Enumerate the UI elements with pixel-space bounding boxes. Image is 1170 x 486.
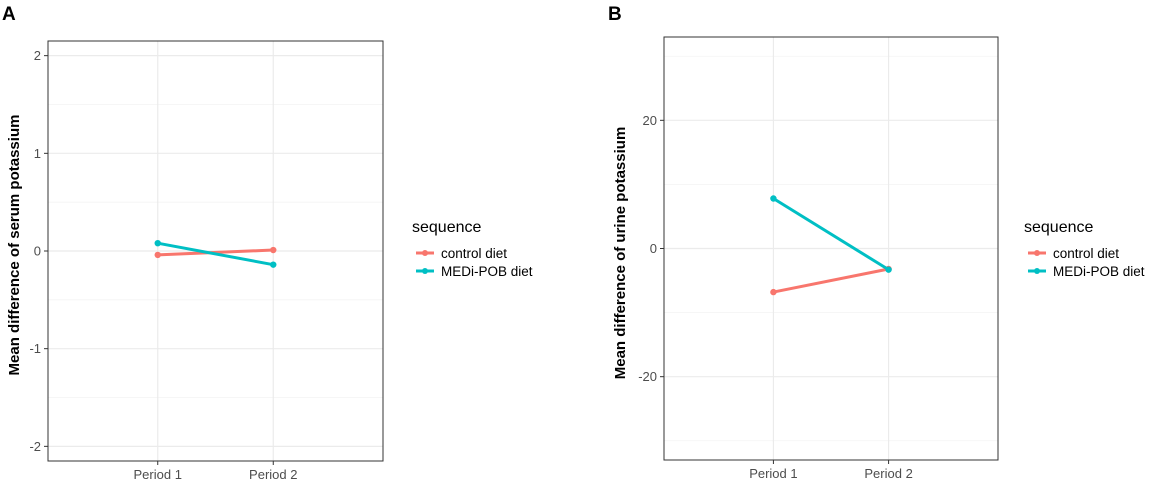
x-tick-label: Period 2 xyxy=(864,466,912,481)
legend-entry-medi-b: MEDi-POB diet xyxy=(1028,264,1145,279)
y-tick-label: 1 xyxy=(34,146,41,161)
legend-label-control-a: control diet xyxy=(441,246,507,261)
legend-a: sequence control diet MEDi-POB diet xyxy=(412,219,533,279)
series-line-medi-b xyxy=(772,197,890,271)
x-tick-label: Period 1 xyxy=(134,467,182,482)
data-point-medi-a xyxy=(270,261,277,268)
y-axis-label-a: Mean difference of serum potassium xyxy=(6,115,23,376)
legend-dot-control-b xyxy=(1034,250,1040,256)
legend-entry-medi-a: MEDi-POB diet xyxy=(416,264,533,279)
legend-title-a: sequence xyxy=(412,219,481,236)
panel-label-a: A xyxy=(2,4,16,25)
data-point-medi-b xyxy=(770,195,777,202)
legend-title-b: sequence xyxy=(1024,219,1093,236)
y-tick-label: 0 xyxy=(34,244,41,259)
data-point-medi-b xyxy=(885,266,892,273)
legend-label-control-b: control diet xyxy=(1053,246,1119,261)
y-axis-label-b: Mean difference of urine potassium xyxy=(612,127,629,380)
data-point-medi-a xyxy=(154,239,161,247)
legend-entry-control-a: control diet xyxy=(416,246,507,261)
panel-label-b: B xyxy=(608,4,622,25)
x-tick-label: Period 1 xyxy=(749,466,797,481)
data-point-control-b xyxy=(770,288,777,296)
legend-label-medi-b: MEDi-POB diet xyxy=(1053,264,1145,279)
legend-dot-medi-a xyxy=(422,268,428,274)
legend-label-medi-a: MEDi-POB diet xyxy=(441,264,533,279)
y-tick-label: 2 xyxy=(34,48,41,63)
panel-b: B Mean difference of urine potassium -20… xyxy=(608,4,999,481)
series-line-medi-a xyxy=(157,241,274,267)
y-tick-label: -20 xyxy=(638,369,657,384)
legend-dot-medi-b xyxy=(1034,268,1040,274)
legend-b: sequence control diet MEDi-POB diet xyxy=(1024,219,1145,279)
x-tick-label: Period 2 xyxy=(249,467,297,482)
legend-dot-control-a xyxy=(422,250,428,256)
y-tick-label: -1 xyxy=(29,341,41,356)
legend-entry-control-b: control diet xyxy=(1028,246,1119,261)
y-tick-label: 0 xyxy=(650,241,657,256)
y-tick-label: 20 xyxy=(643,113,657,128)
data-point-control-a xyxy=(154,251,161,259)
panel-a: A Mean difference of serum potassium -2 -… xyxy=(2,4,384,482)
data-point-control-a xyxy=(270,246,277,254)
series-line-control-b xyxy=(773,267,889,294)
y-tick-label: -2 xyxy=(29,439,41,454)
